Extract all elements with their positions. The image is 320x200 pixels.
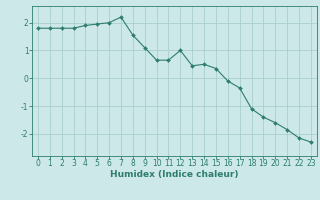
X-axis label: Humidex (Indice chaleur): Humidex (Indice chaleur)	[110, 170, 239, 179]
